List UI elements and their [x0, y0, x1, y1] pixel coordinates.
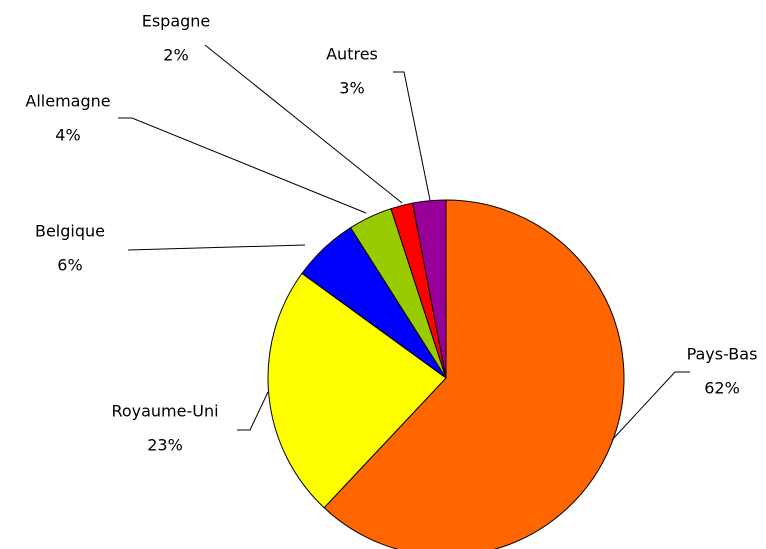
leader-line: [204, 44, 403, 204]
slice-label: Autres: [326, 45, 378, 64]
pie-slice: [323, 199, 625, 549]
slice-value-label: 4%: [55, 126, 80, 145]
leader-line: [118, 117, 367, 214]
slice-value-label: 3%: [339, 79, 364, 98]
slice-value-label: 2%: [163, 46, 188, 65]
slice-label: Allemagne: [25, 92, 110, 111]
leader-line: [393, 71, 431, 201]
leader-line: [237, 391, 269, 431]
pie-slice: [412, 199, 447, 379]
slice-value-label: 6%: [57, 256, 82, 275]
slice-value-label: 62%: [704, 379, 740, 398]
slice-value-label: 23%: [147, 436, 183, 455]
slice-label: Royaume-Uni: [111, 402, 218, 421]
leader-line: [611, 371, 690, 441]
slice-label: Pays-Bas: [687, 345, 758, 364]
slice-label: Belgique: [35, 222, 105, 241]
slice-label: Espagne: [142, 12, 211, 31]
leader-line: [127, 244, 306, 251]
pie-slice: [267, 272, 447, 509]
